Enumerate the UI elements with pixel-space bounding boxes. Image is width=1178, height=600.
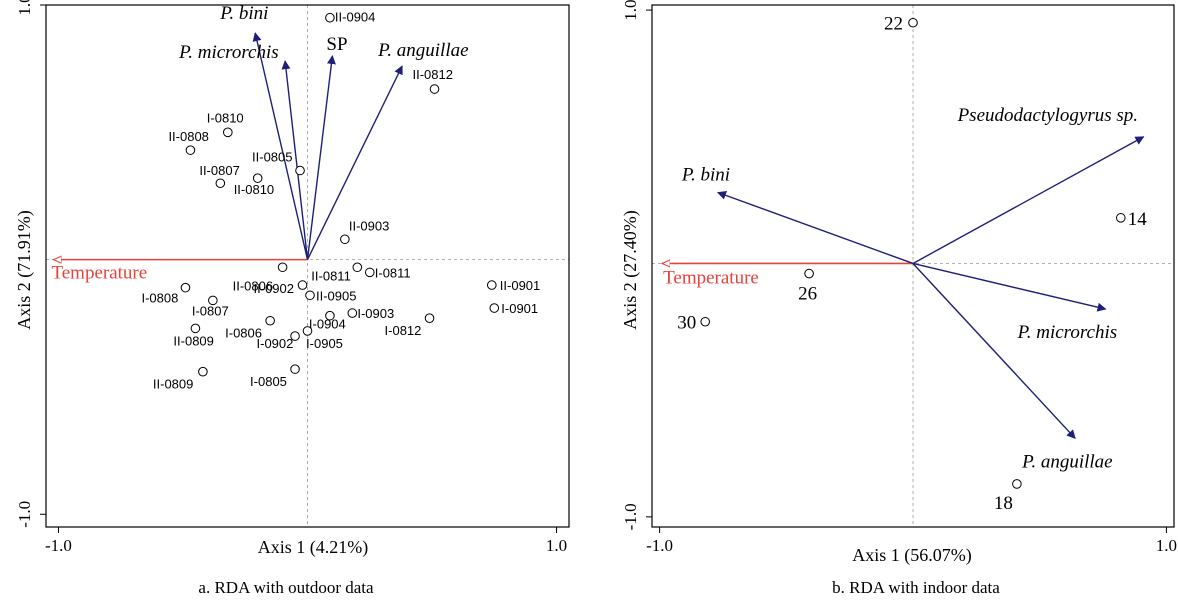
site-label: 30 bbox=[677, 313, 696, 334]
site-label: I-0902 bbox=[257, 336, 294, 351]
x-tick-label: 1.0 bbox=[1156, 536, 1177, 555]
panel-caption: a. RDA with outdoor data bbox=[198, 578, 374, 597]
site-point bbox=[700, 316, 711, 327]
x-tick-label: 1.0 bbox=[546, 536, 567, 555]
site-label: 22 bbox=[884, 14, 903, 35]
site-point bbox=[364, 267, 375, 278]
site-point bbox=[252, 173, 263, 183]
site-point bbox=[198, 366, 208, 377]
y-tick-label: 1.0 bbox=[621, 0, 640, 21]
site-label: I-0811 bbox=[375, 265, 411, 280]
species-arrow-label: P. anguillae bbox=[377, 40, 468, 61]
x-axis-label: Axis 1 (4.21%) bbox=[258, 537, 369, 558]
rda-panel-b: -1.0 1.0 1.0 -1.0 Axis 1 (56.07%) Axis 2 (27.… bbox=[620, 0, 1177, 597]
site-point bbox=[290, 364, 300, 374]
site-label: II-0809 bbox=[173, 333, 213, 348]
y-axis-label: Axis 2 (27.40%) bbox=[620, 210, 641, 330]
site-point bbox=[185, 145, 196, 155]
site-point bbox=[190, 323, 201, 334]
site-label: I-0807 bbox=[192, 303, 229, 318]
site-label: II-0901 bbox=[500, 278, 540, 293]
y-tick-label: -1.0 bbox=[15, 501, 34, 528]
site-label: 18 bbox=[994, 493, 1013, 514]
y-tick-label: -1.0 bbox=[621, 503, 640, 530]
site-point bbox=[340, 234, 350, 245]
site-label: I-0905 bbox=[306, 336, 343, 351]
x-tick-label: -1.0 bbox=[45, 536, 72, 555]
site-label: II-0905 bbox=[316, 288, 356, 303]
x-axis-label: Axis 1 (56.07%) bbox=[852, 545, 972, 566]
site-label: I-0806 bbox=[225, 326, 262, 341]
site-point bbox=[305, 290, 315, 301]
plot-frame bbox=[45, 4, 570, 528]
site-point bbox=[804, 268, 814, 279]
site-point bbox=[215, 178, 226, 189]
site-point bbox=[290, 331, 300, 341]
site-label: I-0901 bbox=[501, 301, 538, 316]
site-label: 26 bbox=[798, 284, 817, 305]
site-point bbox=[429, 84, 440, 94]
site-point bbox=[325, 310, 335, 321]
site-point bbox=[489, 303, 500, 313]
site-label: II-0903 bbox=[349, 218, 389, 233]
species-arrow-p-bini bbox=[717, 191, 914, 265]
species-arrow-label: P. microrchis bbox=[178, 42, 279, 63]
site-label: II-0805 bbox=[252, 150, 292, 165]
species-arrow-p-anguillae bbox=[306, 65, 403, 260]
site-label: I-0812 bbox=[385, 323, 422, 338]
species-arrow-sp bbox=[306, 55, 336, 260]
site-label: 14 bbox=[1128, 209, 1148, 230]
site-label: II-0812 bbox=[413, 67, 453, 82]
site-point bbox=[1012, 479, 1022, 489]
species-arrow-p-microrchis bbox=[912, 262, 1107, 312]
site-label: I-0904 bbox=[309, 317, 346, 332]
y-axis-label: Axis 2 (71.91%) bbox=[14, 210, 35, 330]
site-point bbox=[223, 127, 233, 138]
env-arrow-label: Temperature bbox=[51, 263, 147, 284]
site-label: II-0904 bbox=[335, 10, 375, 25]
site-label: II-0811 bbox=[311, 268, 351, 283]
site-point bbox=[347, 308, 358, 318]
species-arrow-label: Pseudodactylogyrus sp. bbox=[957, 105, 1138, 126]
site-point bbox=[424, 313, 435, 324]
species-arrow-label: P. bini bbox=[219, 3, 268, 24]
env-arrow-label: Temperature bbox=[663, 267, 759, 288]
species-arrow-label: P. anguillae bbox=[1021, 451, 1112, 472]
site-point bbox=[180, 282, 191, 293]
site-point bbox=[325, 12, 335, 23]
site-point bbox=[908, 17, 918, 28]
site-point bbox=[297, 280, 308, 290]
site-point bbox=[302, 326, 313, 336]
species-arrow-p-microrchis bbox=[281, 60, 309, 260]
rda-panel-a: -1.0 1.0 1.0 -1.0 Axis 1 (4.21%) Axis 2 (71.9… bbox=[14, 0, 570, 597]
site-point bbox=[1115, 213, 1126, 223]
site-point bbox=[265, 315, 275, 326]
site-point bbox=[295, 165, 305, 176]
x-tick-label: -1.0 bbox=[646, 536, 673, 555]
species-arrow-p-bini bbox=[252, 32, 309, 260]
site-label: I-0810 bbox=[207, 110, 244, 125]
species-arrow-label: P. bini bbox=[681, 165, 730, 186]
site-label: I-0805 bbox=[250, 374, 287, 389]
site-point bbox=[486, 280, 497, 290]
plot-frame bbox=[651, 4, 1175, 528]
species-arrow-p-anguillae bbox=[912, 262, 1076, 439]
panel-caption: b. RDA with indoor data bbox=[832, 578, 1000, 597]
site-point bbox=[208, 295, 218, 306]
site-point bbox=[352, 262, 363, 273]
y-tick-label: 1.0 bbox=[15, 0, 34, 16]
site-label: I-0903 bbox=[357, 306, 394, 321]
site-label: II-0807 bbox=[199, 163, 239, 178]
species-arrow-label: P. microrchis bbox=[1017, 322, 1118, 343]
species-arrow-label: SP bbox=[326, 34, 347, 55]
site-label: II-0809 bbox=[153, 377, 193, 392]
site-point bbox=[277, 262, 288, 273]
site-label: II-0810 bbox=[234, 182, 274, 197]
site-label: I-0808 bbox=[141, 291, 178, 306]
site-label: II-0902 bbox=[254, 281, 294, 296]
site-label: II-0808 bbox=[168, 129, 208, 144]
site-label: II-0806 bbox=[233, 278, 273, 293]
species-arrow-pseudodactylogyrus-sp bbox=[912, 136, 1145, 265]
